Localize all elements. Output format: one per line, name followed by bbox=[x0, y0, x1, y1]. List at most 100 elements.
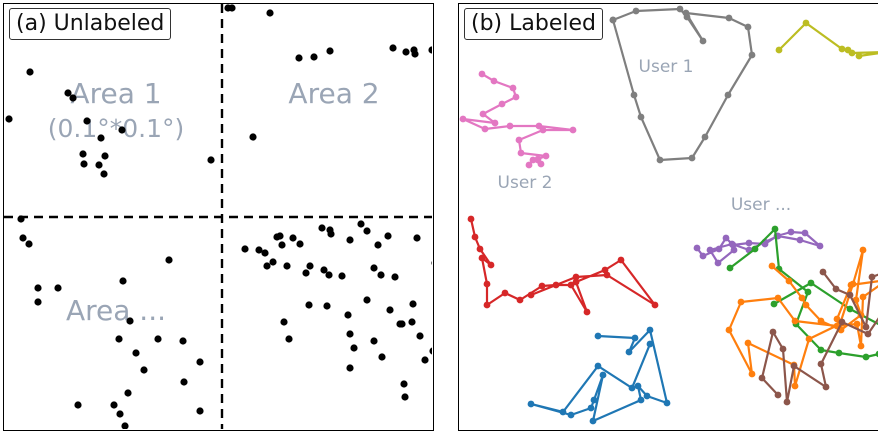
location-point bbox=[416, 332, 424, 340]
trajectory-point bbox=[512, 93, 520, 101]
trajectory-point bbox=[819, 268, 827, 276]
location-point bbox=[296, 240, 304, 248]
location-point bbox=[255, 246, 263, 254]
panel-b-title: (b) Labeled bbox=[464, 8, 603, 40]
trajectory-point bbox=[552, 281, 560, 289]
area-label: Area 2 bbox=[288, 77, 379, 110]
location-point bbox=[408, 318, 416, 326]
trajectory-point bbox=[676, 5, 684, 13]
trajectory-point bbox=[567, 411, 575, 419]
user-label: User 1 bbox=[639, 57, 694, 77]
location-point bbox=[326, 47, 334, 55]
location-point bbox=[54, 284, 62, 292]
trajectory-point bbox=[802, 301, 810, 309]
location-point bbox=[363, 296, 371, 304]
trajectory-point bbox=[744, 23, 752, 31]
panel-labeled: (b) Labeled User 1 User 2 User ... bbox=[458, 3, 878, 431]
trajectory-point bbox=[603, 271, 611, 279]
location-point bbox=[74, 401, 82, 409]
location-point bbox=[323, 302, 331, 310]
trajectory-point bbox=[527, 291, 535, 299]
trajectory-point bbox=[501, 289, 509, 297]
trajectory-point bbox=[816, 242, 824, 250]
trajectory-point bbox=[817, 346, 825, 354]
trajectory-point bbox=[491, 119, 499, 127]
trajectory-point bbox=[516, 296, 524, 304]
trajectory-point bbox=[862, 323, 870, 331]
location-point bbox=[413, 234, 421, 242]
trajectory-point bbox=[527, 400, 535, 408]
location-point bbox=[283, 262, 291, 270]
trajectory-point bbox=[529, 156, 537, 164]
location-point bbox=[401, 393, 409, 401]
trajectory-point bbox=[805, 335, 813, 343]
location-point bbox=[180, 378, 188, 386]
area-label: Area 1 bbox=[70, 77, 161, 110]
trajectory-point bbox=[525, 161, 533, 169]
trajectory-point bbox=[517, 149, 525, 157]
trajectory-point bbox=[855, 52, 863, 60]
location-point bbox=[276, 232, 284, 240]
location-point bbox=[289, 234, 297, 242]
location-point bbox=[398, 320, 406, 328]
location-point bbox=[310, 53, 318, 61]
location-point bbox=[350, 344, 358, 352]
trajectory-point bbox=[748, 370, 756, 378]
location-point bbox=[196, 358, 204, 366]
trajectory-point bbox=[478, 254, 486, 262]
location-point bbox=[263, 262, 271, 270]
trajectory-point bbox=[775, 46, 783, 54]
trajectory-point bbox=[594, 332, 602, 340]
location-point bbox=[327, 230, 335, 238]
trajectory-point bbox=[714, 259, 722, 267]
location-point bbox=[207, 156, 215, 164]
trajectory-point bbox=[787, 228, 795, 236]
area-label: Area ... bbox=[66, 294, 166, 327]
trajectory-point bbox=[715, 245, 723, 253]
unlabeled-scatter-plot: Area 1 (0.1°*0.1°) Area 2 Area ... bbox=[4, 4, 432, 429]
location-point bbox=[410, 46, 418, 54]
location-point bbox=[119, 277, 127, 285]
trajectory-point bbox=[559, 408, 567, 416]
user-trajectory bbox=[693, 228, 824, 267]
trajectory-point bbox=[637, 113, 645, 121]
trajectory-point bbox=[587, 404, 595, 412]
location-point bbox=[83, 117, 91, 125]
location-point bbox=[80, 160, 88, 168]
location-point bbox=[384, 232, 392, 240]
trajectory-point bbox=[682, 9, 690, 17]
location-point bbox=[429, 347, 432, 355]
trajectory-point bbox=[774, 391, 782, 399]
trajectory-point bbox=[506, 122, 514, 130]
trajectory-point bbox=[783, 398, 791, 406]
location-point bbox=[228, 4, 236, 12]
trajectory-point bbox=[846, 291, 854, 299]
location-point bbox=[69, 94, 77, 102]
location-point bbox=[428, 46, 432, 54]
trajectory-point bbox=[476, 245, 484, 253]
location-point bbox=[402, 48, 410, 56]
location-point bbox=[346, 330, 354, 338]
location-point bbox=[95, 161, 103, 169]
trajectory-point bbox=[609, 16, 617, 24]
trajectory-point bbox=[651, 301, 659, 309]
location-point bbox=[325, 271, 333, 279]
trajectory-point bbox=[798, 294, 806, 302]
trajectory-point bbox=[769, 328, 777, 336]
location-point bbox=[338, 272, 346, 280]
location-point bbox=[34, 298, 42, 306]
trajectory-point bbox=[838, 318, 846, 326]
location-point bbox=[386, 306, 394, 314]
trajectory-point bbox=[643, 392, 651, 400]
trajectory-point bbox=[859, 293, 867, 301]
trajectory-point bbox=[770, 300, 778, 308]
location-point bbox=[115, 335, 123, 343]
trajectory-point bbox=[572, 278, 580, 286]
trajectory-point bbox=[822, 383, 830, 391]
trajectory-point bbox=[817, 360, 825, 368]
trajectory-point bbox=[832, 285, 840, 293]
user-trajectory bbox=[725, 246, 878, 390]
location-point bbox=[378, 353, 386, 361]
trajectory-point bbox=[583, 308, 591, 316]
location-point bbox=[377, 271, 385, 279]
